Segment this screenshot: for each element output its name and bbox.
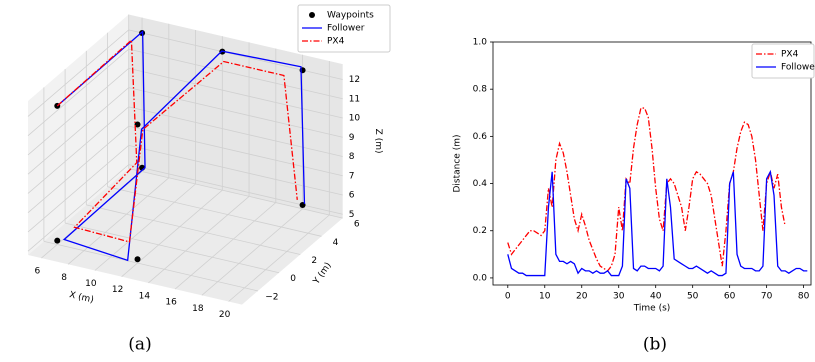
z-tick-label: 12 [349,75,360,85]
x-tick-label: 0 [505,292,511,302]
grid-line [228,214,330,302]
waypoint [134,256,141,263]
y-tick-label: 0 [290,274,296,284]
series-line [507,107,786,272]
grid-line [107,186,322,237]
y-tick-label: 0.2 [473,226,487,236]
legend-label: PX4 [327,37,345,47]
y-axis-label: Distance (m) [453,134,463,192]
y-tick-label: 0.4 [473,179,488,189]
grid-line [43,240,258,292]
z-tick-label: 6 [349,191,355,201]
y-tick-label: 1.0 [473,38,488,48]
z-tick-label: 11 [349,94,360,104]
y-tick-label: 0.6 [473,132,488,142]
y-tick-label: 4 [333,238,339,248]
legend-label: Follower [781,63,815,73]
grid-line [128,125,343,177]
waypoint [54,237,61,244]
grid-line [174,202,277,290]
x-tick-label: 20 [219,310,231,320]
y-tick-label: 0.0 [473,273,488,283]
grid-line [27,48,129,136]
x-tick-label: 10 [85,279,97,289]
grid-line [27,29,129,117]
x-axis-label: X (m) [68,290,94,305]
y-tick-label: 0.8 [473,85,488,95]
grid-line [128,87,343,138]
legend-marker [309,12,315,18]
legend-label: PX4 [781,50,799,60]
x-tick-label: 8 [61,273,67,283]
grid-line [86,204,301,255]
y-tick-label: −2 [265,292,278,302]
x-tick-label: 30 [613,292,625,302]
y-tick-label: 2 [311,256,317,266]
z-tick-label: 10 [349,114,361,124]
x-tick-label: 18 [192,304,204,314]
x-tick-label: 16 [165,298,177,308]
x-tick-label: 50 [687,292,699,302]
grid-line [201,208,303,296]
z-tick-label: 8 [349,152,355,162]
grid-line [27,164,129,252]
series-line [56,30,306,262]
x-tick-label: 80 [798,292,810,302]
x-tick-label: 12 [112,285,123,295]
grid-line [94,183,196,271]
x-tick-label: 70 [761,292,773,302]
grid-line [128,106,343,157]
series-line [507,169,808,277]
grid-line [27,87,129,175]
grid-line [128,29,343,80]
grid-line [65,222,280,274]
grid-line [27,145,129,233]
x-tick-label: 40 [650,292,662,302]
pane-back [128,14,343,219]
x-axis-label: Time (s) [633,304,671,314]
legend-box [751,43,815,79]
legend-box [297,4,391,53]
z-tick-label: 5 [349,210,355,220]
plot-frame [492,41,812,286]
grid-line [128,168,343,219]
z-tick-label: 7 [349,171,355,181]
z-tick-label: 9 [349,133,355,143]
caption: (b) [643,335,667,355]
x-tick-label: 60 [724,292,736,302]
grid-line [128,164,343,215]
x-tick-label: 10 [539,292,551,302]
series-line [56,38,298,243]
x-tick-label: 6 [35,267,41,277]
y-tick-label: 6 [354,220,360,230]
caption: (a) [128,335,151,355]
legend: Waypoints Follower PX4 [297,4,391,53]
grid-line [128,68,343,119]
grid-line [27,125,129,213]
grid-line [128,145,343,196]
waypoint [134,121,141,128]
legend-label: Follower [327,24,365,34]
legend: PX4 Follower [751,43,815,79]
z-axis-label: Z (m) [373,129,383,154]
x-tick-label: 20 [576,292,588,302]
grid-line [128,48,343,100]
x-tick-label: 14 [139,291,151,301]
grid-line [148,196,250,284]
grid-line [27,68,129,156]
grid-line [121,189,223,278]
legend-label: Waypoints [327,11,374,21]
grid-line [27,106,129,194]
grid-line [67,177,170,265]
pane-left [28,14,129,255]
